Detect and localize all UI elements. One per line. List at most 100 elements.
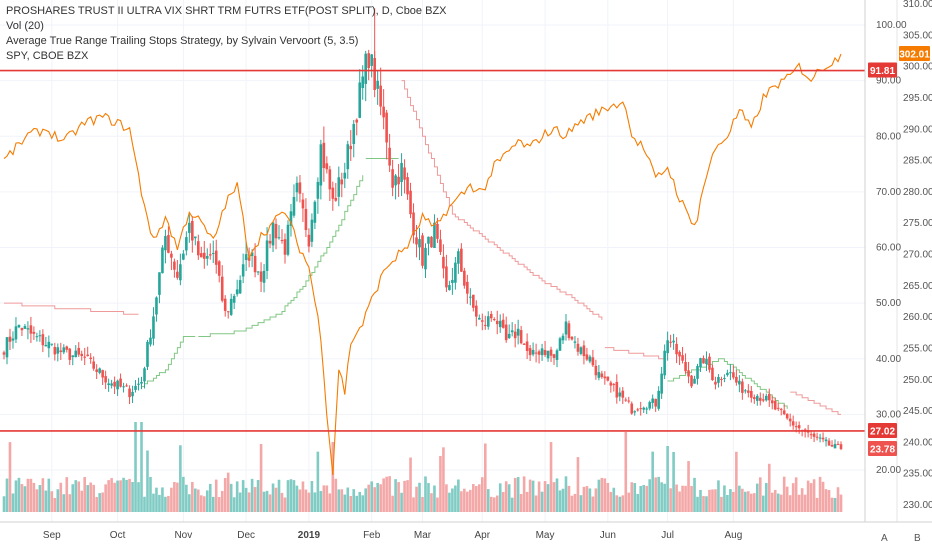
- candle-body: [498, 320, 502, 328]
- candle-body: [711, 367, 714, 381]
- tag-level-high-label: 91.81: [870, 66, 895, 77]
- volume-bar: [394, 479, 397, 512]
- volume-bar: [370, 481, 373, 512]
- candle-body: [283, 239, 287, 255]
- candle-body: [507, 333, 511, 339]
- horizontal-levels[interactable]: [0, 69, 865, 432]
- candle-body: [77, 347, 81, 355]
- candle-body: [758, 397, 762, 401]
- volume-bar: [74, 480, 78, 512]
- volume-bar: [313, 492, 317, 512]
- candle-body: [226, 311, 230, 313]
- volume-bar: [68, 494, 72, 512]
- candle-body: [833, 444, 837, 449]
- volume-bar: [376, 482, 379, 512]
- candle-body: [776, 407, 780, 409]
- candle-body: [289, 211, 293, 226]
- volume-bar: [711, 489, 714, 512]
- volume-bar: [128, 478, 131, 512]
- volume-bar: [47, 478, 51, 512]
- volume-bar: [367, 484, 370, 512]
- legend-volume[interactable]: Vol (20): [6, 20, 44, 32]
- auto-scale-button[interactable]: A: [881, 533, 888, 544]
- candle-body: [472, 294, 475, 308]
- spy-axis[interactable]: 310.00 305.00 300.00 295.00 290.00 285.00 280.…: [903, 0, 932, 511]
- candle-body: [310, 219, 314, 242]
- volume-bar: [161, 487, 164, 512]
- candle-body: [591, 357, 595, 366]
- volume-bar: [322, 485, 326, 512]
- volume-bar: [666, 446, 669, 512]
- volume-bar: [609, 491, 613, 512]
- volume-bar: [271, 483, 275, 512]
- volume-bar: [104, 484, 107, 512]
- candle-body: [337, 177, 341, 197]
- volume-bar: [250, 478, 254, 512]
- volume-bar: [785, 486, 789, 512]
- volume-bar: [663, 483, 666, 512]
- log-scale-button[interactable]: B: [914, 533, 921, 544]
- candle-body: [352, 124, 356, 145]
- chart-legend: PROSHARES TRUST II ULTRA VIX SHRT TRM FU…: [6, 4, 447, 64]
- volume-bar: [603, 478, 607, 512]
- price-axis-tick: 90.00: [876, 76, 901, 87]
- legend-atr-strategy[interactable]: Average True Range Trailing Stops Strate…: [6, 35, 359, 47]
- candle-body: [286, 224, 290, 255]
- volume-bar: [723, 485, 726, 512]
- candle-body: [492, 319, 496, 321]
- volume-bar: [125, 479, 128, 512]
- price-axis[interactable]: 100.00 90.00 80.00 70.00 60.00 50.00 40.00 30.0…: [876, 20, 907, 476]
- volume-bar: [14, 480, 18, 512]
- candle-body: [391, 169, 394, 188]
- volume-bar: [489, 496, 493, 512]
- candle-body: [552, 354, 556, 358]
- time-axis-tick: Apr: [475, 530, 491, 541]
- volume-bar: [672, 452, 675, 512]
- spy-axis-tick: 300.00: [903, 62, 932, 73]
- candle-body: [292, 196, 296, 216]
- volume-bar: [457, 479, 460, 512]
- legend-main-title[interactable]: PROSHARES TRUST II ULTRA VIX SHRT TRM FU…: [6, 5, 447, 17]
- candle-body: [735, 376, 738, 383]
- legend-spy[interactable]: SPY, CBOE BZX: [6, 50, 89, 62]
- candle-body: [53, 347, 57, 355]
- candle-body: [442, 256, 445, 269]
- candle-body: [830, 445, 834, 447]
- volume-bar: [472, 484, 475, 512]
- volume-bar: [669, 488, 672, 512]
- volume-bar: [741, 488, 744, 512]
- candle-body: [208, 254, 212, 256]
- volume-bar: [197, 489, 200, 512]
- candle-body: [729, 372, 732, 374]
- candle-body: [696, 365, 699, 379]
- volume-bar: [606, 482, 610, 512]
- volume-bar: [480, 477, 484, 512]
- volume-bar: [582, 486, 586, 512]
- time-axis-tick: 2019: [298, 530, 321, 541]
- volume-bar: [385, 476, 388, 512]
- candle-body: [651, 398, 654, 403]
- volume-bar: [764, 482, 768, 512]
- candle-body: [561, 335, 565, 341]
- price-axis-tick: 60.00: [876, 243, 901, 254]
- time-axis[interactable]: Sep Oct Nov Dec 2019 Feb Mar Apr May Jun Jul Aug: [43, 530, 742, 541]
- candle-body: [346, 144, 350, 170]
- volume-bar: [298, 489, 302, 512]
- candle-body: [747, 390, 750, 393]
- volume-bar: [418, 482, 421, 512]
- time-axis-tick: Mar: [414, 530, 432, 541]
- volume-bar: [477, 484, 481, 512]
- candle-body: [702, 358, 705, 364]
- volume-bar: [651, 451, 654, 512]
- candle-body: [110, 383, 113, 386]
- candle-body: [68, 348, 72, 360]
- candle-body: [403, 167, 406, 180]
- volume-bar: [537, 481, 541, 512]
- volume-bar: [717, 480, 720, 512]
- volume-bar: [767, 463, 771, 512]
- candle-body: [767, 393, 771, 401]
- candle-body: [693, 378, 696, 384]
- volume-bar: [244, 487, 248, 512]
- candle-body: [579, 347, 583, 354]
